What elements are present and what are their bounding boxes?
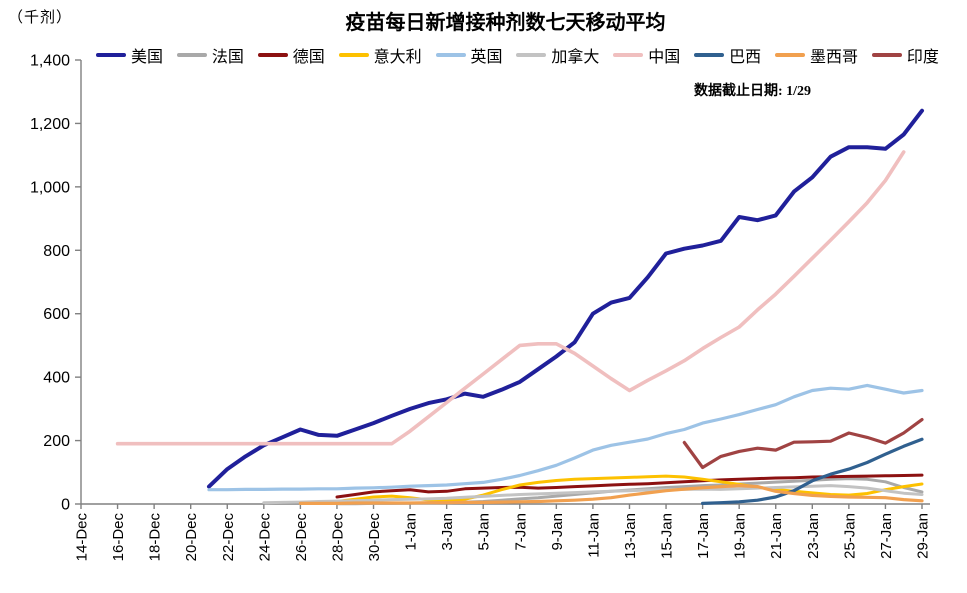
legend-swatch-canada	[516, 53, 547, 57]
y-tick-label: 0	[61, 497, 70, 514]
legend-swatch-usa	[96, 53, 126, 57]
legend-label-usa: 美国	[131, 49, 164, 66]
y-tick-label: 600	[43, 306, 70, 323]
x-tick-label: 30-Dec	[366, 513, 383, 562]
y-tick-label: 1,400	[30, 53, 70, 70]
legend-item-canada: 加拿大	[516, 43, 599, 67]
x-tick-label: 22-Dec	[220, 513, 237, 562]
legend-label-uk: 英国	[470, 49, 503, 66]
legend-label-brazil: 巴西	[729, 49, 762, 66]
legend-item-germany: 德国	[257, 43, 325, 67]
legend-label-italy: 意大利	[373, 49, 422, 66]
legend-item-italy: 意大利	[338, 43, 422, 67]
x-tick-label: 24-Dec	[256, 513, 273, 562]
legend-label-canada: 加拿大	[551, 49, 600, 66]
legend-label-china: 中国	[648, 49, 681, 66]
legend-item-china: 中国	[613, 43, 680, 67]
series-line-india	[682, 418, 924, 470]
legend-swatch-china	[613, 53, 644, 57]
legend-item-india: 印度	[871, 43, 939, 67]
series-line-china	[115, 150, 906, 446]
y-tick-label: 1,000	[30, 179, 70, 196]
series-line-mexico	[298, 484, 924, 505]
legend-swatch-india	[871, 53, 902, 57]
legend-swatch-france	[176, 53, 207, 57]
legend-swatch-brazil	[694, 53, 725, 57]
x-tick-label: 17-Jan	[695, 513, 712, 559]
x-tick-label: 19-Jan	[732, 513, 749, 559]
x-tick-label: 23-Jan	[805, 513, 822, 559]
y-tick-label: 400	[43, 370, 70, 387]
x-tick-label: 15-Jan	[659, 513, 676, 559]
chart-title: 疫苗每日新增接种剂数七天移动平均	[345, 12, 666, 34]
legend-swatch-germany	[257, 53, 288, 57]
x-tick-label: 1-Jan	[403, 513, 420, 551]
legend-label-france: 法国	[211, 49, 244, 66]
legend-item-uk: 英国	[435, 43, 503, 67]
x-tick-label: 11-Jan	[585, 513, 602, 558]
y-tick-label: 800	[43, 243, 70, 260]
legend-swatch-uk	[435, 53, 466, 57]
x-tick-label: 9-Jan	[549, 513, 566, 551]
legend-label-mexico: 墨西哥	[810, 49, 859, 66]
legend-item-france: 法国	[176, 43, 244, 67]
legend-label-india: 印度	[906, 49, 939, 66]
legend-item-brazil: 巴西	[694, 43, 761, 67]
series-line-uk	[207, 383, 924, 492]
data-cutoff-annotation: 数据截止日期: 1/29	[694, 84, 812, 99]
series-line-usa	[207, 108, 924, 489]
x-tick-label: 26-Dec	[293, 513, 310, 562]
legend-swatch-mexico	[775, 53, 805, 57]
legend-swatch-italy	[338, 53, 369, 57]
x-tick-label: 18-Dec	[147, 513, 164, 562]
legend-item-mexico: 墨西哥	[775, 43, 858, 67]
y-axis-unit-label: （千剂）	[8, 10, 73, 26]
series-line-canada	[262, 484, 924, 505]
x-tick-label: 21-Jan	[768, 513, 785, 559]
x-tick-label: 13-Jan	[622, 513, 639, 559]
legend-label-germany: 德国	[292, 49, 325, 66]
legend-item-usa: 美国	[96, 43, 163, 67]
x-tick-label: 14-Dec	[74, 513, 91, 562]
y-tick-label: 200	[43, 433, 70, 450]
x-tick-label: 20-Dec	[183, 513, 200, 562]
x-tick-label: 3-Jan	[439, 513, 456, 551]
x-tick-label: 28-Dec	[329, 513, 346, 562]
x-tick-label: 29-Jan	[915, 513, 932, 559]
x-tick-label: 16-Dec	[110, 513, 127, 562]
x-tick-label: 27-Jan	[878, 513, 895, 559]
series-line-brazil	[700, 437, 924, 505]
x-tick-label: 25-Jan	[841, 513, 858, 559]
x-tick-label: 5-Jan	[476, 513, 493, 551]
y-tick-label: 1,200	[30, 116, 70, 133]
x-tick-label: 7-Jan	[512, 513, 529, 551]
chart-legend: 美国 法国 德国 意大利 英国 加拿大 中国 巴西 墨西哥 印度	[96, 43, 939, 67]
